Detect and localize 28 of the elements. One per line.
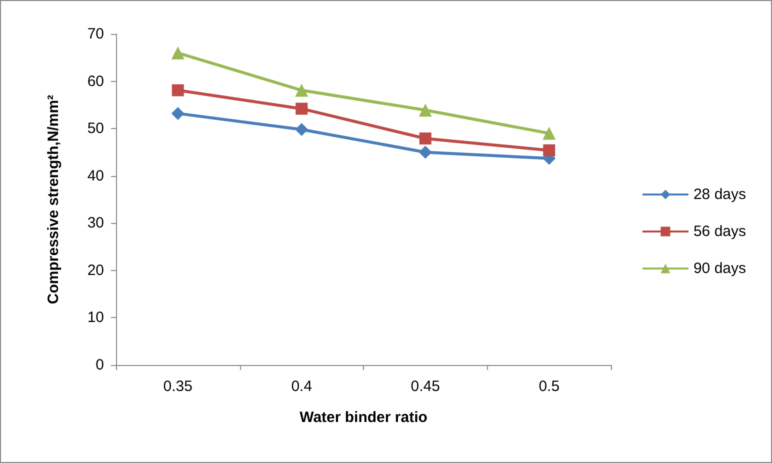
x-tick-label: 0.5: [538, 378, 560, 395]
point: [543, 144, 556, 156]
point: [296, 102, 308, 115]
legend-label: 90 days: [693, 260, 746, 277]
y-tick-label: 0: [96, 356, 104, 374]
y-tick-label: 60: [87, 72, 104, 90]
point: [542, 126, 556, 140]
y-tick-label: 70: [87, 26, 104, 42]
x-tick-label: 0.35: [163, 378, 192, 395]
point: [295, 84, 308, 97]
point: [172, 84, 184, 96]
point: [418, 104, 432, 117]
legend-label: 28 days: [693, 186, 746, 203]
y-axis-title: Compressive strength,N/mm²: [45, 94, 62, 304]
y-tick-label: 10: [87, 309, 104, 326]
y-tick-label: 30: [87, 214, 104, 232]
x-tick-label: 0.4: [291, 378, 312, 395]
point: [171, 106, 184, 120]
point: [171, 46, 184, 60]
y-tick-label: 40: [87, 167, 104, 184]
y-tick-label: 50: [87, 120, 104, 138]
x-axis-title: Water binder ratio: [300, 409, 428, 426]
point: [418, 146, 432, 159]
y-tick-label: 20: [87, 262, 104, 279]
point: [419, 132, 432, 144]
point: [295, 123, 308, 136]
x-tick-label: 0.45: [410, 378, 440, 395]
legend-label: 56 days: [693, 223, 746, 240]
